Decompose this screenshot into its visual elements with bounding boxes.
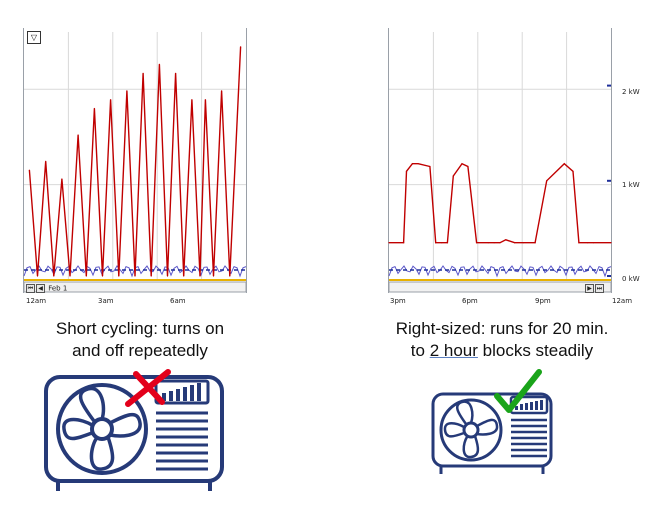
nav-last-icon[interactable]: ⏭ bbox=[595, 284, 604, 293]
data-point bbox=[199, 275, 201, 277]
data-point bbox=[101, 275, 104, 277]
data-point bbox=[175, 72, 177, 74]
date-label: Feb 1 bbox=[48, 284, 68, 293]
data-point bbox=[212, 275, 215, 277]
left-caption-line2: and off repeatedly bbox=[72, 341, 208, 360]
data-point bbox=[461, 163, 463, 165]
data-point bbox=[142, 72, 144, 74]
data-point bbox=[77, 134, 79, 136]
data-point bbox=[403, 242, 405, 244]
data-point bbox=[499, 242, 501, 244]
y-tick-label: 2 kW bbox=[622, 88, 640, 96]
data-point bbox=[110, 99, 112, 101]
data-point bbox=[493, 242, 495, 244]
data-point bbox=[467, 165, 469, 168]
y-tick-label: 0 kW bbox=[622, 275, 640, 283]
ac-outdoor-unit-icon bbox=[44, 375, 224, 491]
data-point bbox=[134, 275, 136, 277]
x-axis-bar bbox=[388, 281, 612, 293]
left-power-chart: ▽ ⏮ ◀ Feb 1 bbox=[23, 28, 247, 293]
power-series-line bbox=[28, 46, 242, 277]
x-tick-label: 6am bbox=[170, 297, 186, 305]
ac-outdoor-unit-icon bbox=[431, 392, 553, 474]
nav-next-icon[interactable]: ▶ bbox=[585, 284, 594, 293]
data-point bbox=[221, 90, 223, 92]
chart-options-dropdown[interactable]: ▽ bbox=[27, 31, 41, 44]
data-point bbox=[522, 242, 524, 244]
chart-time-navigator-right[interactable]: ▶ ⏭ bbox=[585, 284, 605, 293]
x-tick-label: 12am bbox=[26, 297, 47, 305]
data-point bbox=[435, 242, 437, 244]
red-x-icon bbox=[125, 369, 171, 407]
data-point bbox=[587, 242, 589, 244]
data-point bbox=[183, 275, 185, 277]
caption-link: 2 hour bbox=[429, 341, 478, 360]
data-point bbox=[388, 242, 390, 244]
data-point bbox=[417, 163, 419, 165]
right-caption-line2: to 2 hour blocks steadily bbox=[372, 340, 632, 362]
data-point bbox=[505, 239, 507, 241]
data-point bbox=[69, 275, 71, 277]
green-check-icon bbox=[494, 369, 542, 413]
left-chart-plot bbox=[23, 32, 247, 293]
data-point bbox=[441, 242, 443, 244]
data-point bbox=[452, 175, 454, 177]
data-point bbox=[476, 242, 478, 244]
data-point bbox=[563, 163, 565, 165]
data-point bbox=[572, 170, 574, 172]
caption-pre: to bbox=[410, 341, 430, 360]
power-series-line bbox=[389, 162, 611, 244]
data-point bbox=[610, 242, 612, 244]
x-tick-label: 3am bbox=[98, 297, 114, 305]
data-point bbox=[150, 275, 152, 277]
data-point bbox=[85, 275, 87, 277]
x-tick-label: 9pm bbox=[535, 297, 551, 305]
right-caption-line1: Right-sized: runs for 20 min. bbox=[395, 319, 609, 338]
nav-first-icon[interactable]: ⏮ bbox=[26, 284, 35, 293]
data-point bbox=[546, 180, 548, 182]
data-point bbox=[592, 242, 595, 244]
data-point bbox=[514, 242, 516, 244]
data-point bbox=[53, 275, 55, 277]
data-point bbox=[118, 275, 120, 277]
right-chart-plot bbox=[388, 32, 612, 293]
right-caption: Right-sized: runs for 20 min. to 2 hour … bbox=[372, 318, 632, 362]
data-point bbox=[229, 275, 231, 277]
data-point bbox=[204, 99, 206, 101]
y-tick-label: 1 kW bbox=[622, 181, 640, 189]
grid-lines bbox=[24, 32, 246, 280]
x-tick-label: 12am bbox=[612, 297, 633, 305]
data-point bbox=[93, 107, 95, 110]
data-point bbox=[446, 242, 448, 244]
data-point bbox=[534, 242, 536, 244]
data-point bbox=[429, 165, 431, 168]
left-caption-line1: Short cycling: turns on bbox=[55, 319, 225, 338]
data-point bbox=[28, 169, 30, 171]
chart-time-navigator[interactable]: ⏮ ◀ Feb 1 bbox=[26, 284, 67, 293]
left-caption: Short cycling: turns on and off repeated… bbox=[20, 318, 260, 362]
secondary-series bbox=[388, 265, 612, 278]
data-point bbox=[166, 275, 169, 277]
data-point bbox=[191, 99, 193, 101]
data-point bbox=[45, 160, 47, 162]
data-point bbox=[411, 163, 413, 165]
x-tick-label: 3pm bbox=[390, 297, 406, 305]
x-axis-bar bbox=[23, 281, 247, 293]
data-point bbox=[61, 178, 63, 180]
grid-lines bbox=[389, 32, 611, 280]
data-point bbox=[578, 242, 580, 244]
data-point bbox=[240, 46, 242, 48]
data-point bbox=[36, 275, 39, 277]
caption-post: blocks steadily bbox=[477, 341, 594, 360]
data-point bbox=[158, 63, 160, 65]
right-power-chart: ▶ ⏭ bbox=[388, 28, 612, 293]
data-point bbox=[405, 170, 408, 172]
x-tick-label: 6pm bbox=[462, 297, 478, 305]
data-point bbox=[126, 90, 128, 92]
data-point bbox=[487, 242, 489, 244]
nav-prev-icon[interactable]: ◀ bbox=[36, 284, 45, 293]
